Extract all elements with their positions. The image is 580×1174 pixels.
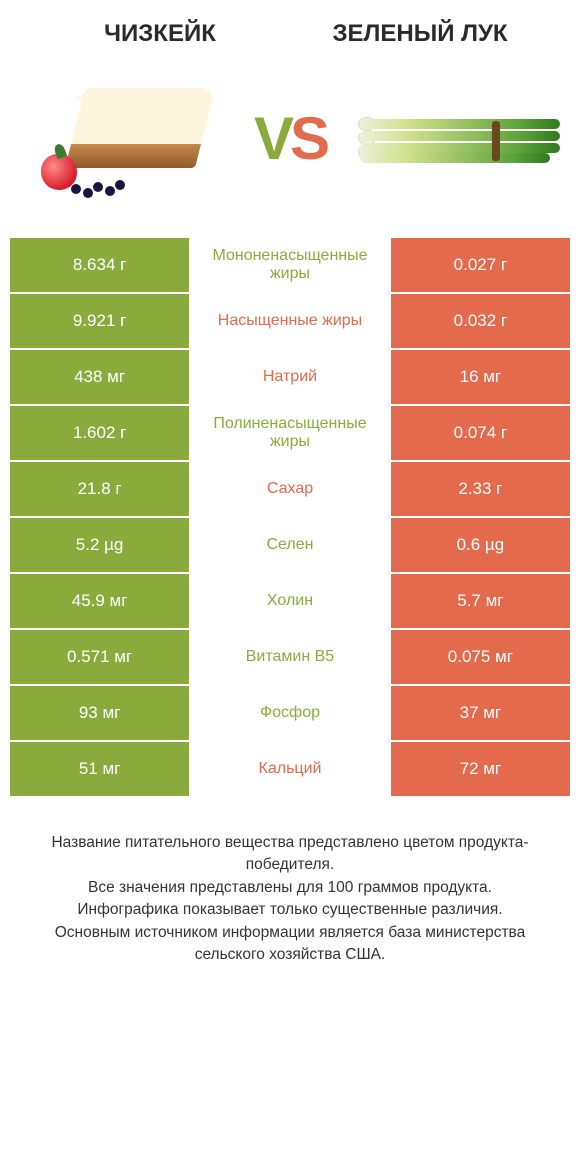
table-row: 8.634 гМононенасыщенные жиры0.027 г [10, 238, 570, 294]
value-left: 5.2 µg [10, 518, 189, 572]
value-right: 2.33 г [391, 462, 570, 516]
value-right: 5.7 мг [391, 574, 570, 628]
value-left: 0.571 мг [10, 630, 189, 684]
footer-line: Основным источником информации является … [34, 922, 546, 967]
comparison-table: 8.634 гМононенасыщенные жиры0.027 г9.921… [10, 238, 570, 798]
table-row: 1.602 гПолиненасыщенные жиры0.074 г [10, 406, 570, 462]
header: ЧИЗКЕЙК ЗЕЛЕНЫЙ ЛУК [10, 20, 570, 58]
footer-note: Название питательного вещества представл… [10, 798, 570, 967]
value-right: 0.075 мг [391, 630, 570, 684]
table-row: 93 мгФосфор37 мг [10, 686, 570, 742]
value-left: 438 мг [10, 350, 189, 404]
table-row: 0.571 мгВитамин B50.075 мг [10, 630, 570, 686]
table-row: 21.8 гСахар2.33 г [10, 462, 570, 518]
table-row: 45.9 мгХолин5.7 мг [10, 574, 570, 630]
value-left: 8.634 г [10, 238, 189, 292]
nutrient-label: Селен [189, 518, 391, 572]
value-right: 72 мг [391, 742, 570, 796]
vs-v: V [254, 105, 290, 172]
green-onion-image [360, 68, 560, 208]
value-right: 0.6 µg [391, 518, 570, 572]
cheesecake-image [20, 68, 220, 208]
product-images: VS [10, 58, 570, 238]
value-right: 0.032 г [391, 294, 570, 348]
footer-line: Все значения представлены для 100 граммо… [34, 877, 546, 899]
value-right: 16 мг [391, 350, 570, 404]
nutrient-label: Холин [189, 574, 391, 628]
nutrient-label: Кальций [189, 742, 391, 796]
footer-line: Инфографика показывает только существенн… [34, 899, 546, 921]
nutrient-label: Насыщенные жиры [189, 294, 391, 348]
title-right: ЗЕЛЕНЫЙ ЛУК [290, 20, 550, 48]
vs-s: S [290, 105, 326, 172]
value-left: 45.9 мг [10, 574, 189, 628]
nutrient-label: Фосфор [189, 686, 391, 740]
value-left: 1.602 г [10, 406, 189, 460]
value-right: 37 мг [391, 686, 570, 740]
footer-line: Название питательного вещества представл… [34, 832, 546, 877]
nutrient-label: Натрий [189, 350, 391, 404]
table-row: 438 мгНатрий16 мг [10, 350, 570, 406]
nutrient-label: Витамин B5 [189, 630, 391, 684]
nutrient-label: Сахар [189, 462, 391, 516]
table-row: 5.2 µgСелен0.6 µg [10, 518, 570, 574]
value-left: 93 мг [10, 686, 189, 740]
value-left: 21.8 г [10, 462, 189, 516]
value-right: 0.027 г [391, 238, 570, 292]
table-row: 9.921 гНасыщенные жиры0.032 г [10, 294, 570, 350]
nutrient-label: Мононенасыщенные жиры [189, 238, 391, 292]
value-right: 0.074 г [391, 406, 570, 460]
value-left: 9.921 г [10, 294, 189, 348]
table-row: 51 мгКальций72 мг [10, 742, 570, 798]
nutrient-label: Полиненасыщенные жиры [189, 406, 391, 460]
value-left: 51 мг [10, 742, 189, 796]
vs-label: VS [254, 104, 326, 173]
title-left: ЧИЗКЕЙК [30, 20, 290, 48]
